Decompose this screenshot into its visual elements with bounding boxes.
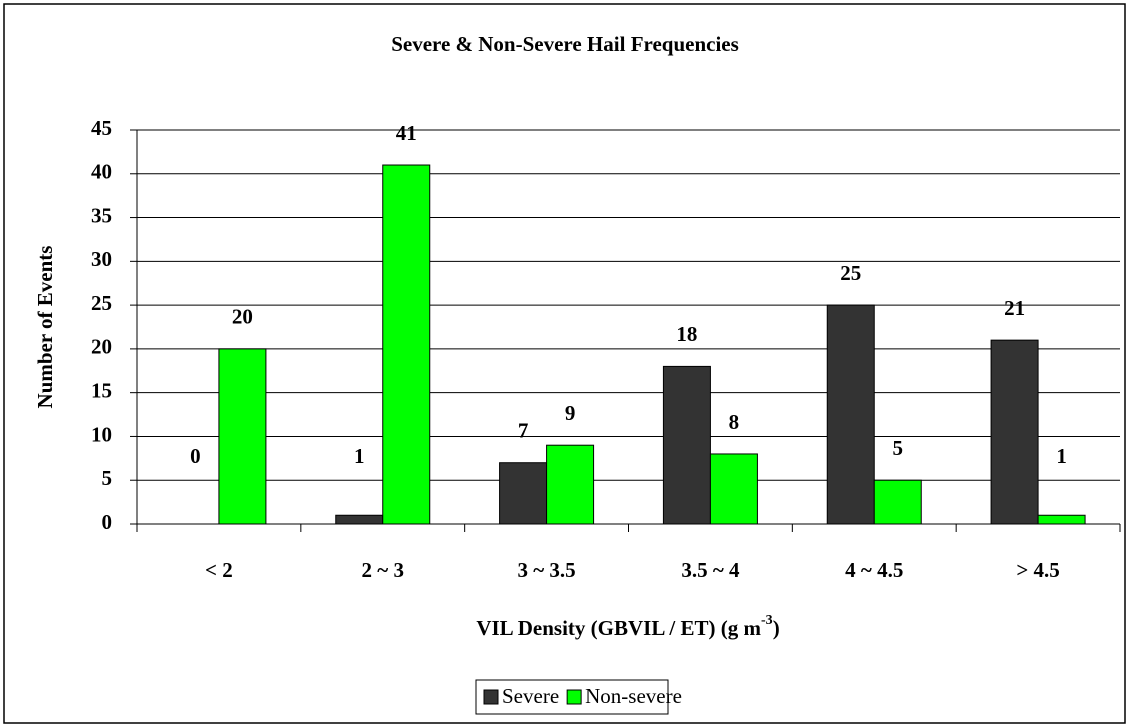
bar xyxy=(826,304,875,525)
y-tick-label: 40 xyxy=(91,160,112,184)
data-label: 9 xyxy=(565,401,576,425)
chart-title: Severe & Non-Severe Hail Frequencies xyxy=(391,32,739,56)
legend-label: Severe xyxy=(502,684,559,708)
data-label: 8 xyxy=(729,410,740,434)
data-label: 1 xyxy=(1056,444,1067,468)
y-tick-label: 45 xyxy=(91,116,112,140)
y-tick-label: 10 xyxy=(91,422,112,446)
data-label: 41 xyxy=(396,121,417,145)
x-tick-label: > 4.5 xyxy=(1016,558,1059,582)
data-label: 18 xyxy=(676,322,697,346)
bar xyxy=(662,365,711,525)
y-tick-label: 5 xyxy=(102,466,113,490)
data-label: 5 xyxy=(893,436,904,460)
bar xyxy=(218,348,267,525)
bar xyxy=(873,479,922,525)
data-label: 25 xyxy=(840,261,861,285)
chart-frame xyxy=(3,3,1126,724)
y-tick-label: 25 xyxy=(91,291,112,315)
x-tick-label: 4 ~ 4.5 xyxy=(845,558,903,582)
data-label: 1 xyxy=(354,444,365,468)
data-label: 7 xyxy=(518,419,529,443)
bar xyxy=(546,444,595,525)
bar xyxy=(1037,514,1086,525)
data-label: 21 xyxy=(1004,296,1025,320)
x-tick-label: 3.5 ~ 4 xyxy=(681,558,740,582)
bar xyxy=(709,453,758,525)
y-tick-label: 20 xyxy=(91,335,112,359)
y-tick-label: 35 xyxy=(91,203,112,227)
bar xyxy=(499,462,548,525)
y-tick-label: 0 xyxy=(102,510,113,534)
legend-label: Non-severe xyxy=(585,684,682,708)
x-axis-title-suffix: ) xyxy=(773,616,780,640)
y-tick-label: 30 xyxy=(91,247,112,271)
legend-swatch xyxy=(566,689,582,705)
data-label: 0 xyxy=(190,444,201,468)
bar xyxy=(382,164,431,525)
x-axis-title: VIL Density (GBVIL / ET) (g m-3) xyxy=(476,613,779,640)
x-tick-label: 2 ~ 3 xyxy=(362,558,404,582)
x-tick-label: < 2 xyxy=(205,558,233,582)
y-axis-title: Number of Events xyxy=(33,246,57,409)
bar xyxy=(990,339,1039,525)
x-axis-title-text: VIL Density (GBVIL / ET) (g m xyxy=(476,616,761,640)
x-axis-title-superscript: -3 xyxy=(761,613,773,628)
x-tick-label: 3 ~ 3.5 xyxy=(517,558,575,582)
legend-swatch xyxy=(483,689,499,705)
bar xyxy=(335,514,384,525)
y-tick-label: 15 xyxy=(91,378,112,402)
data-label: 20 xyxy=(232,305,253,329)
